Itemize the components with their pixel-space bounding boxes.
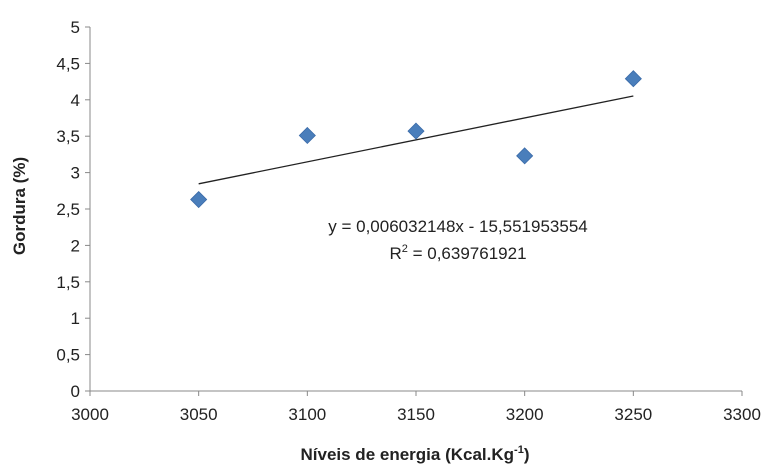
x-tick-label: 3100 [288, 405, 326, 424]
x-tick-label: 3200 [506, 405, 544, 424]
x-tick-label: 3150 [397, 405, 435, 424]
r-squared-superscript: 2 [402, 243, 408, 255]
trendline [198, 95, 634, 185]
y-tick-label: 2,5 [56, 200, 80, 219]
data-point [407, 122, 425, 140]
x-tick-label: 3000 [71, 405, 109, 424]
y-tick-labels: 0 0,5 1 1,5 2 2,5 3 3,5 4 4,5 5 [56, 18, 80, 401]
x-axis-title-text: Níveis de energia (Kcal.Kg [301, 445, 515, 464]
y-tick-label: 3,5 [56, 127, 80, 146]
data-point [624, 70, 642, 88]
x-axis-title-superscript: -1 [514, 444, 524, 456]
x-tick-label: 3050 [180, 405, 218, 424]
y-tick-label: 2 [71, 236, 80, 255]
data-point [190, 190, 208, 209]
data-point [298, 126, 316, 145]
y-tick-label: 4,5 [56, 54, 80, 73]
x-tick-label: 3300 [723, 405, 761, 424]
y-tick-label: 0,5 [56, 346, 80, 365]
data-point [516, 147, 534, 165]
y-tick-label: 0 [71, 382, 80, 401]
y-tick-label: 1,5 [56, 273, 80, 292]
y-tick-label: 4 [71, 91, 80, 110]
x-tick-labels: 3000 3050 3100 3150 3200 3250 3300 [71, 405, 761, 424]
data-points [190, 70, 642, 209]
x-axis-title: Níveis de energia (Kcal.Kg-1) [301, 444, 530, 464]
r-squared-label: R2 = 0,639761921 [389, 243, 526, 263]
x-tick-label: 3250 [614, 405, 652, 424]
y-tick-label: 5 [71, 18, 80, 37]
axes [85, 26, 743, 396]
x-axis-title-end: ) [524, 445, 530, 464]
y-tick-label: 1 [71, 309, 80, 328]
y-tick-label: 3 [71, 164, 80, 183]
r-squared-prefix: R [389, 244, 401, 263]
y-axis-title: Gordura (%) [10, 157, 29, 255]
trendline-equation: y = 0,006032148x - 15,551953554 [328, 217, 587, 236]
r-squared-value: = 0,639761921 [408, 244, 527, 263]
